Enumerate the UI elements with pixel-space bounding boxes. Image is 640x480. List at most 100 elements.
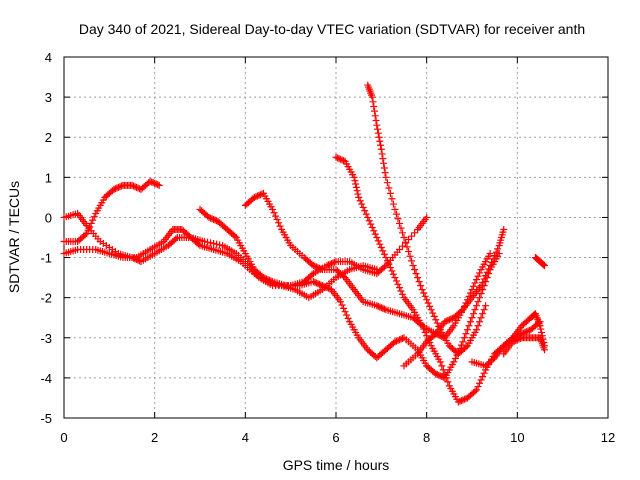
data-point [491,252,499,260]
data-point [312,279,320,287]
data-point [462,330,470,338]
data-point [500,225,508,233]
data-point [377,145,385,153]
data-point [324,284,332,292]
data-point [256,191,264,199]
data-point [148,178,156,186]
data-point [375,133,383,141]
data-point [429,309,437,317]
data-point [317,281,325,289]
data-point [317,265,325,273]
data-point [471,306,479,314]
data-point [371,112,379,120]
data-point [457,397,465,405]
data-point [368,93,376,101]
data-point [398,290,406,298]
data-point [394,215,402,223]
data-point [326,260,334,268]
data-point [492,248,500,256]
data-point [479,278,487,286]
data-point [314,280,322,288]
data-point [406,252,414,260]
data-point [460,395,468,403]
data-point [372,117,380,125]
data-point [457,307,465,315]
data-point [111,185,119,193]
data-point [133,183,141,191]
data-point [380,159,388,167]
data-point [473,302,481,310]
data-point [354,190,362,198]
data-point [213,240,221,248]
data-point [441,318,449,326]
data-point [539,260,547,268]
data-point [408,257,416,265]
data-point [130,254,138,262]
data-point [417,282,425,290]
data-point [379,155,387,163]
data-point [250,193,258,201]
data-point [266,276,274,284]
data-point [454,398,462,406]
data-point [423,332,431,340]
data-point [395,284,403,292]
data-point [149,179,157,187]
data-point [382,254,390,262]
data-point [86,223,94,231]
data-point [275,219,283,227]
x-tick-label: 6 [332,430,339,445]
data-point [411,266,419,274]
data-point [210,240,218,248]
data-point [273,215,281,223]
data-point [264,276,272,284]
data-point [447,315,455,323]
data-point [482,302,490,310]
data-point [388,195,396,203]
data-point [255,191,263,199]
data-point [361,207,369,215]
data-point [311,278,319,286]
data-point [355,193,363,201]
data-point [391,205,399,213]
data-point [371,107,379,115]
data-point [377,244,385,252]
data-point [451,355,459,363]
data-point [373,302,381,310]
y-tick-label: 1 [45,170,52,185]
data-point [374,237,382,245]
data-point [468,286,476,294]
data-point [152,180,160,188]
data-point [460,334,468,342]
data-point [382,173,390,181]
data-point [423,296,431,304]
data-point [371,230,379,238]
data-point [207,239,215,247]
data-point [113,184,121,192]
data-point [128,181,136,189]
data-point [427,306,435,314]
data-point [476,294,484,302]
chart-title: Day 340 of 2021, Sidereal Day-to-day VTE… [79,21,585,37]
data-point [385,260,393,268]
data-point [380,263,388,271]
data-point [450,358,458,366]
data-point [441,370,449,378]
data-point [344,314,352,322]
data-point [439,366,447,374]
data-point [323,284,331,292]
data-point [211,216,219,224]
series-track-10 [500,334,549,358]
data-point [421,328,429,336]
data-point [423,213,431,221]
data-point [89,216,97,224]
y-axis-label: SDTVAR / TECUs [6,181,22,293]
data-point [479,310,487,318]
data-point [131,255,139,263]
data-point [430,312,438,320]
data-point [216,241,224,249]
data-point [377,304,385,312]
x-tick-label: 4 [242,430,249,445]
data-point [368,223,376,231]
data-point [380,250,388,258]
data-point [541,346,549,354]
